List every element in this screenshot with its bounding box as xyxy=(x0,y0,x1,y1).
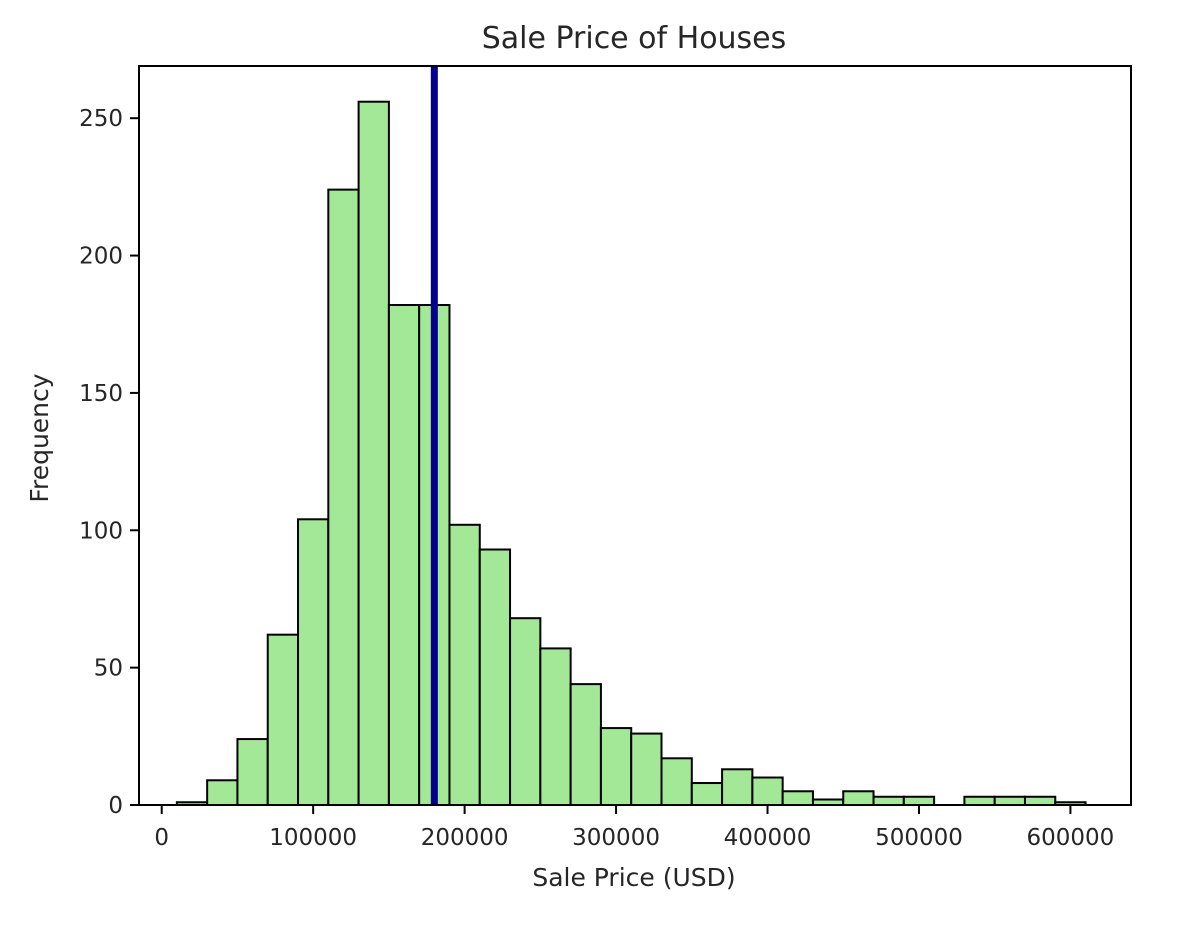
y-tick-label: 150 xyxy=(79,381,123,407)
y-axis-ticks: 0 50 100 150 200 250 xyxy=(79,106,139,819)
histogram-bar-12 xyxy=(539,647,572,807)
y-tick-label: 0 xyxy=(108,793,123,819)
histogram-bar-16 xyxy=(660,757,693,807)
histogram-bar-6 xyxy=(357,100,390,807)
x-axis-label: Sale Price (USD) xyxy=(532,863,735,892)
histogram-bar-28 xyxy=(1023,795,1057,806)
histogram-bar-10 xyxy=(478,548,512,806)
histogram-bar-1 xyxy=(206,779,239,806)
histogram-bar-14 xyxy=(599,727,633,806)
histogram-bar-13 xyxy=(569,683,602,807)
histogram-bar-7 xyxy=(387,304,421,806)
bars-layer xyxy=(175,100,1087,807)
histogram-bar-9 xyxy=(448,523,481,806)
histogram-bar-11 xyxy=(509,617,542,806)
y-tick-label: 250 xyxy=(79,106,123,132)
histogram-bar-2 xyxy=(236,738,269,806)
histogram-bar-22 xyxy=(842,790,875,806)
histogram-bar-18 xyxy=(721,768,754,807)
histogram-bar-4 xyxy=(297,518,330,806)
x-tick-label: 600000 xyxy=(1027,825,1115,851)
y-axis-label: Frequency xyxy=(25,373,54,502)
histogram-bar-27 xyxy=(993,795,1026,806)
histogram-bar-5 xyxy=(327,188,360,807)
plot-area-frame xyxy=(138,65,1132,806)
histogram-bar-19 xyxy=(751,776,784,807)
y-tick-label: 50 xyxy=(94,656,123,682)
x-tick-label: 500000 xyxy=(875,825,963,851)
chart-title: Sale Price of Houses xyxy=(482,21,787,56)
x-axis-ticks: 0 100000 200000 300000 400000 500000 600000 xyxy=(154,805,1114,851)
histogram-bar-24 xyxy=(902,795,936,806)
histogram-bar-20 xyxy=(781,790,814,806)
x-tick-label: 0 xyxy=(154,825,169,851)
histogram-bar-26 xyxy=(963,795,996,806)
histogram-bar-17 xyxy=(690,782,724,806)
x-tick-label: 100000 xyxy=(269,825,357,851)
histogram-bar-3 xyxy=(266,633,300,806)
y-tick-label: 100 xyxy=(79,518,123,544)
y-tick-label: 200 xyxy=(79,244,123,270)
x-tick-label: 400000 xyxy=(724,825,812,851)
histogram-bar-23 xyxy=(872,795,905,806)
histogram-bar-15 xyxy=(630,732,663,807)
x-tick-label: 200000 xyxy=(421,825,509,851)
x-tick-label: 300000 xyxy=(572,825,660,851)
